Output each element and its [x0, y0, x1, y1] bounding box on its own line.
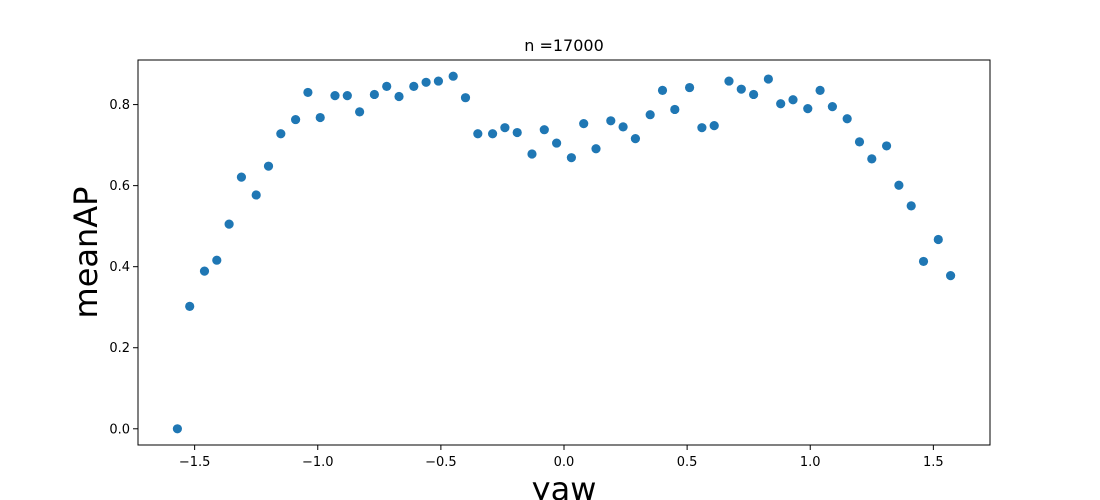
data-point	[330, 91, 340, 101]
data-point	[473, 129, 483, 139]
data-point	[736, 84, 746, 94]
data-point	[724, 76, 734, 86]
data-point	[342, 91, 352, 101]
x-tick-label: −0.5	[425, 455, 457, 470]
data-point	[776, 99, 786, 109]
data-point	[224, 219, 234, 229]
data-point	[185, 301, 195, 311]
x-tick-label: 1.0	[800, 455, 821, 470]
data-point	[657, 85, 668, 95]
data-point	[842, 114, 852, 124]
data-point	[918, 256, 929, 267]
x-tick-label: 0.0	[554, 455, 575, 470]
data-point	[251, 190, 261, 200]
data-point	[487, 129, 498, 139]
data-point	[709, 121, 719, 131]
data-point	[815, 85, 825, 95]
data-point	[527, 149, 537, 159]
data-point	[315, 112, 325, 123]
data-point	[552, 138, 562, 148]
data-point	[854, 137, 865, 147]
data-point	[933, 234, 943, 245]
y-tick-label: 0.4	[109, 260, 130, 275]
data-point	[291, 114, 301, 125]
data-point	[788, 95, 798, 105]
data-point	[172, 424, 182, 434]
y-axis-label: meanAP	[67, 187, 105, 319]
data-point	[591, 144, 601, 154]
y-tick-label: 0.8	[109, 98, 130, 113]
data-point	[749, 89, 759, 100]
data-point	[881, 141, 892, 151]
data-point	[630, 134, 641, 144]
data-point	[566, 153, 576, 163]
plot-frame	[137, 59, 991, 446]
data-point	[606, 116, 616, 126]
data-point	[512, 127, 522, 138]
x-tick-label: 1.5	[923, 455, 944, 470]
x-tick-label: −1.0	[302, 455, 334, 470]
data-point	[448, 71, 458, 81]
x-axis-label: yaw	[532, 470, 597, 500]
data-point	[382, 81, 392, 91]
data-point	[946, 271, 956, 281]
data-point	[894, 180, 904, 190]
x-tick-label: 0.5	[677, 455, 698, 470]
data-point	[236, 172, 247, 182]
data-point	[579, 119, 589, 129]
y-tick-label: 0.2	[109, 341, 130, 356]
data-point	[906, 201, 916, 211]
x-axis: −1.5 −1.0 −0.5 0.0 0.5 1.0 1.5	[179, 445, 944, 470]
data-point	[199, 266, 210, 276]
data-point	[421, 77, 431, 87]
points-layer	[172, 71, 956, 434]
data-point	[500, 123, 510, 133]
data-point	[618, 122, 628, 132]
data-point	[409, 81, 419, 91]
data-point	[303, 87, 313, 98]
chart-title: n =17000	[524, 36, 604, 55]
data-point	[697, 123, 707, 133]
data-point	[433, 76, 444, 86]
data-point	[369, 89, 379, 100]
data-point	[355, 107, 365, 117]
data-point	[645, 110, 655, 120]
data-point	[276, 129, 286, 139]
data-point	[263, 161, 274, 171]
y-tick-label: 0.6	[109, 179, 130, 194]
y-axis: 0.0 0.2 0.4 0.6 0.8	[109, 98, 138, 437]
data-point	[212, 255, 222, 265]
data-point	[670, 104, 680, 115]
data-point	[867, 154, 877, 164]
data-point	[394, 91, 404, 102]
data-point	[539, 125, 549, 135]
x-tick-label: −1.5	[179, 455, 211, 470]
data-point	[803, 104, 813, 114]
data-point	[827, 102, 838, 112]
data-point	[763, 74, 773, 84]
data-point	[460, 93, 471, 103]
data-point	[684, 82, 695, 93]
y-tick-label: 0.0	[109, 422, 130, 437]
